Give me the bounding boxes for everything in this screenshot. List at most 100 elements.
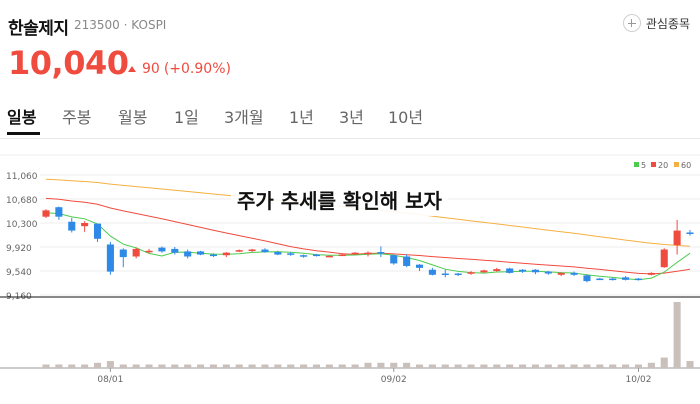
candle-body: [81, 223, 89, 227]
legend-label: 5: [641, 161, 646, 170]
volume-bar: [609, 364, 617, 368]
candle-body: [325, 255, 333, 258]
meta-separator: ·: [123, 18, 128, 32]
volume-bar: [197, 364, 205, 368]
volume-bar: [184, 364, 192, 368]
volume-bar: [634, 364, 643, 368]
candle-body: [493, 269, 501, 271]
volume-bar: [583, 364, 591, 368]
chart-overlay-title: 주가 추세를 확인해 보자: [231, 183, 448, 216]
candle-body: [351, 252, 359, 255]
volume-bar: [364, 362, 372, 368]
change-amount: 90: [142, 61, 160, 77]
candle-body: [480, 270, 488, 273]
legend-swatch: [674, 162, 679, 167]
candle-body: [364, 252, 372, 255]
candle-body: [622, 277, 630, 280]
tab-daily[interactable]: 일봉: [7, 108, 37, 127]
candle-body: [596, 278, 604, 281]
tab-monthly[interactable]: 월봉: [118, 108, 148, 127]
y-tick-label: 10,680: [6, 196, 38, 206]
candle-body: [106, 244, 114, 272]
volume-bar: [531, 364, 539, 368]
candle-body: [686, 232, 694, 234]
volume-bar: [171, 364, 179, 368]
volume-bar: [248, 364, 256, 368]
y-tick-label: 9,920: [6, 244, 32, 254]
candle-body: [261, 249, 269, 253]
stock-code: 213500: [74, 18, 120, 32]
candle-body: [531, 269, 539, 273]
volume-bar: [81, 364, 89, 368]
current-price: 10,040: [8, 44, 129, 82]
volume-bar: [441, 364, 449, 368]
volume-bar: [274, 364, 282, 368]
candle-body: [132, 248, 140, 257]
volume-bar: [145, 364, 153, 368]
candle-body: [415, 264, 424, 268]
volume-bar: [673, 302, 681, 368]
candle-body: [184, 251, 192, 257]
candle-body: [158, 247, 166, 252]
candle-body: [377, 252, 385, 254]
candle-body: [338, 254, 346, 257]
tab-1day[interactable]: 1일: [174, 108, 199, 127]
tab-weekly[interactable]: 주봉: [62, 108, 92, 127]
volume-bar: [506, 364, 514, 368]
volume-bar: [557, 364, 565, 368]
legend-swatch: [634, 162, 639, 167]
candle-body: [390, 255, 398, 264]
candle-body: [583, 275, 591, 282]
volume-bar: [287, 364, 295, 368]
volume-bar: [338, 364, 346, 368]
y-tick-label: 9,540: [6, 268, 32, 278]
volume-bar: [158, 364, 166, 368]
x-tick-label: 10/02: [626, 375, 652, 385]
candle-body: [544, 271, 552, 274]
legend-label: 60: [681, 161, 691, 170]
volume-bar: [647, 362, 655, 368]
add-watchlist-button[interactable]: 관심종목: [622, 14, 690, 32]
tab-3years[interactable]: 3년: [339, 108, 364, 127]
candle-body: [403, 256, 411, 266]
x-tick-label: 08/01: [97, 375, 123, 385]
candle-body: [634, 278, 643, 281]
candle-body: [506, 268, 514, 273]
candle-body: [42, 210, 50, 217]
candle-body: [467, 272, 475, 274]
stock-name: 한솔제지: [8, 19, 69, 39]
price-chart[interactable]: 11,060 10,680 10,300 9,920 9,540 9,160 08/01 09…: [0, 140, 700, 400]
volume-bar: [454, 364, 462, 368]
volume-bar: [106, 361, 114, 368]
candle-body: [68, 221, 76, 231]
tab-3months[interactable]: 3개월: [224, 108, 264, 127]
candle-body: [197, 251, 205, 255]
plus-icon: [622, 14, 641, 32]
candle-body: [609, 278, 617, 281]
market-name: KOSPI: [131, 18, 167, 32]
volume-bar: [544, 364, 552, 368]
candle-body: [647, 272, 655, 275]
volume-bar: [480, 364, 488, 368]
volume-bar: [119, 364, 127, 368]
candle-body: [300, 255, 308, 257]
volume-bar: [209, 364, 217, 368]
tab-1year[interactable]: 1년: [289, 108, 314, 127]
candle-body: [93, 223, 102, 239]
volume-bar: [325, 364, 333, 368]
volume-bar: [261, 364, 269, 368]
volume-bar: [660, 357, 668, 368]
tab-10years[interactable]: 10년: [388, 108, 424, 127]
volume-bar: [235, 364, 243, 368]
volume-bar: [415, 364, 424, 368]
volume-bar: [93, 362, 102, 368]
candle-body: [209, 254, 217, 257]
price-change: 90 (+0.90%): [128, 61, 231, 77]
stock-header: 한솔제지 213500 · KOSPI 관심종목: [8, 10, 690, 50]
volume-bar: [222, 364, 230, 368]
volume-bar: [351, 364, 359, 368]
candle-body: [55, 207, 63, 217]
candle-body: [570, 272, 578, 275]
volume-bar: [132, 364, 140, 368]
